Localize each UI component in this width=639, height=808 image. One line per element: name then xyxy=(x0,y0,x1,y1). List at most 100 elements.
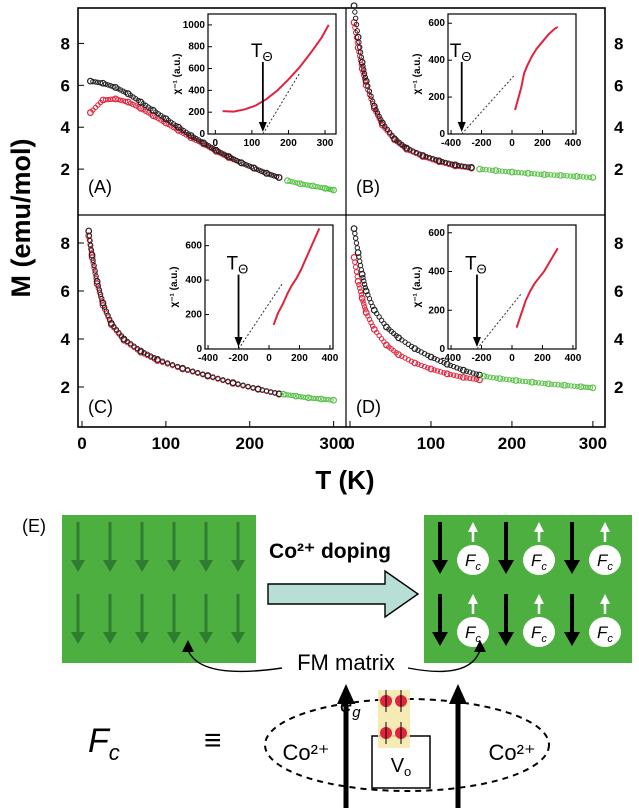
inset-x-tick-label: -200 xyxy=(229,353,249,364)
data-point-interp xyxy=(378,119,384,125)
data-point-interp xyxy=(361,281,368,287)
data-point-interp xyxy=(92,79,99,85)
inset-y-tick-label: 0 xyxy=(439,129,445,140)
data-point xyxy=(175,123,182,131)
data-point-interp xyxy=(510,377,516,383)
inset-curve xyxy=(514,26,559,111)
data-point xyxy=(149,107,157,114)
up-spin-arrowhead xyxy=(534,594,544,604)
data-point-interp xyxy=(159,358,166,364)
data-point xyxy=(350,253,358,261)
data-point-interp xyxy=(467,375,473,382)
data-point xyxy=(237,159,245,167)
data-point-interp xyxy=(105,96,111,103)
inset-x-tick-label: -400 xyxy=(441,353,461,364)
data-point xyxy=(354,249,362,257)
y-axis-label: M (emu/mol) xyxy=(6,139,36,298)
data-point-interp xyxy=(295,393,302,400)
fc-defect-ellipse xyxy=(264,698,550,792)
data-point-interp xyxy=(352,235,359,241)
data-point xyxy=(358,270,366,278)
inset-y-tick-label: 600 xyxy=(185,241,202,252)
data-point-interp xyxy=(434,357,441,363)
data-point xyxy=(137,98,145,106)
inset-y-tick-label: 0 xyxy=(196,344,202,355)
data-point-interp xyxy=(241,161,247,167)
data-point-interp xyxy=(362,74,369,81)
data-point-interp xyxy=(528,170,535,177)
data-point-interp xyxy=(447,362,454,369)
data-point-interp xyxy=(473,371,480,377)
series-1 xyxy=(85,227,283,398)
up-spin-arrowhead xyxy=(468,522,478,532)
x-tick-label-right: 300 xyxy=(579,434,607,453)
data-point-interp xyxy=(499,168,505,174)
data-point-interp xyxy=(283,391,289,398)
data-point xyxy=(573,173,581,180)
data-point-interp xyxy=(358,292,365,298)
data-point xyxy=(540,171,548,178)
fm-matrix-label: FM matrix xyxy=(297,650,395,675)
data-point xyxy=(354,278,362,285)
data-point-interp xyxy=(463,368,470,374)
up-spin-arrowhead xyxy=(600,522,610,532)
data-point-interp xyxy=(90,259,96,266)
down-spin-arrowhead xyxy=(498,632,514,646)
data-point xyxy=(275,390,283,398)
data-point xyxy=(427,365,435,373)
data-point-interp xyxy=(92,270,98,276)
down-spin-arrowhead xyxy=(71,632,85,644)
data-point-interp xyxy=(256,167,262,173)
data-point-interp xyxy=(496,168,502,174)
data-point-interp xyxy=(353,21,360,28)
data-point-interp xyxy=(580,174,586,180)
data-point xyxy=(263,169,270,177)
fc-defect-circle xyxy=(523,545,555,575)
inset-y-label: χ⁻¹ (a.u.) xyxy=(412,53,423,94)
data-point-interp xyxy=(433,156,439,163)
data-point xyxy=(411,359,419,367)
data-point-interp xyxy=(447,371,454,378)
y-tick-label-right: 4 xyxy=(614,330,624,349)
data-point xyxy=(459,366,467,374)
inset-y-tick-label: 400 xyxy=(428,55,445,66)
data-point-interp xyxy=(378,116,384,123)
data-point-interp xyxy=(91,265,97,271)
doping-arrow xyxy=(267,569,420,619)
data-point-interp xyxy=(487,374,493,380)
data-point-interp xyxy=(302,181,308,188)
data-point xyxy=(99,79,107,87)
data-point xyxy=(330,186,338,194)
data-point-interp xyxy=(240,382,246,388)
inset-frame xyxy=(447,224,577,350)
y-tick-label-left: 6 xyxy=(61,282,70,301)
co-left-label: Co²⁺ xyxy=(282,740,329,765)
data-point-interp xyxy=(243,162,250,168)
data-point-interp xyxy=(538,171,544,178)
data-point-interp xyxy=(516,378,522,384)
data-point-interp xyxy=(352,230,358,237)
inset-y-tick-label: 0 xyxy=(439,344,445,355)
inset-curve xyxy=(515,247,559,329)
data-point-interp xyxy=(431,367,437,373)
equiv-symbol: ≡ xyxy=(204,724,222,757)
data-point-interp xyxy=(356,39,362,45)
data-point-interp xyxy=(210,374,216,380)
inset-x-tick-label: 0 xyxy=(266,353,272,364)
data-point-interp xyxy=(523,378,529,385)
co-right-spin-arrowhead xyxy=(449,684,467,704)
inset-y-tick-label: 200 xyxy=(428,92,445,103)
data-point xyxy=(137,104,145,112)
data-point-interp xyxy=(459,163,465,169)
inset-y-tick-label: 400 xyxy=(185,275,202,286)
data-point xyxy=(358,294,366,302)
series-2 xyxy=(284,177,338,194)
data-point xyxy=(225,153,233,160)
plot-frame xyxy=(77,7,606,428)
data-point-interp xyxy=(446,160,452,166)
data-point-interp xyxy=(526,379,532,385)
y-tick-label-right: 2 xyxy=(614,160,623,179)
y-tick-label-right: 2 xyxy=(614,378,623,397)
